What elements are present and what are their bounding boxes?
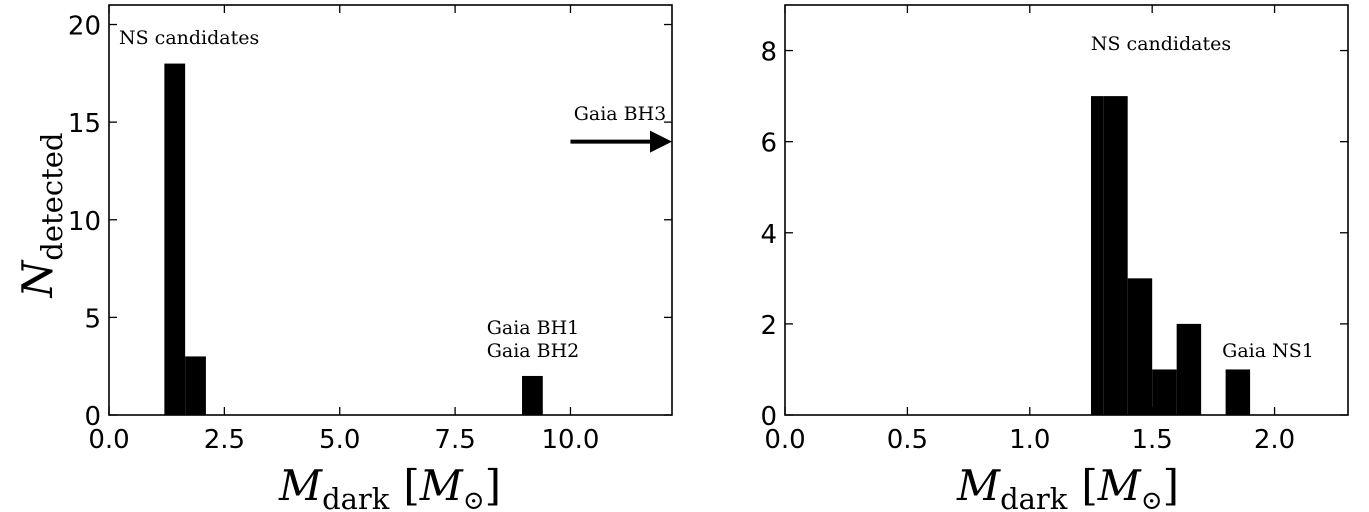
right-histogram-bar-1 bbox=[1103, 96, 1128, 415]
annotation-gaia-ns1: Gaia NS1 bbox=[1222, 340, 1314, 362]
right-y-tick-label: 8 bbox=[760, 38, 777, 68]
left-bars bbox=[164, 63, 543, 415]
y-axis-label-left: Ndetected bbox=[13, 133, 69, 299]
right-y-tick-label: 0 bbox=[760, 402, 777, 432]
left-y-tick-label: 0 bbox=[84, 402, 101, 432]
y-label-sub: detected bbox=[35, 133, 69, 261]
right-histogram-bar-0 bbox=[1090, 96, 1104, 415]
annotation-ns-candidates-left: NS candidates bbox=[119, 27, 259, 49]
right-histogram-panel: 0.0 0.5 1.0 1.5 2.0 0 2 4 6 8 NS candidates Gaia … bbox=[760, 4, 1349, 512]
right-y-tick-label: 6 bbox=[760, 129, 777, 159]
left-y-tick-label: 5 bbox=[84, 304, 101, 334]
right-bars bbox=[1090, 96, 1251, 415]
annotation-gaia-bh1: Gaia BH1 bbox=[487, 317, 580, 339]
left-x-tick-label: 5.0 bbox=[319, 425, 360, 455]
left-plot-frame bbox=[108, 4, 673, 416]
left-y-tick-label: 15 bbox=[68, 109, 101, 139]
left-x-tick-label: 2.5 bbox=[204, 425, 245, 455]
x-label-unit-sub: ⊙ bbox=[463, 486, 485, 512]
x-label-sub: dark bbox=[322, 482, 390, 512]
left-ticks: 0.0 2.5 5.0 7.5 10.0 0 5 10 15 20 bbox=[68, 5, 672, 455]
x-label-main: M bbox=[956, 461, 1001, 510]
left-histogram-bar-1 bbox=[185, 356, 206, 415]
left-histogram-bar-2 bbox=[522, 375, 543, 415]
x-label-unit: M bbox=[1097, 461, 1142, 510]
left-y-tick-label: 20 bbox=[68, 12, 101, 42]
x-label-unit: M bbox=[419, 461, 464, 510]
right-y-tick-label: 4 bbox=[760, 220, 777, 250]
right-x-tick-label: 1.5 bbox=[1131, 425, 1172, 455]
right-plot-frame bbox=[784, 4, 1349, 416]
left-y-tick-label: 10 bbox=[68, 207, 101, 237]
left-x-tick-label: 7.5 bbox=[434, 425, 475, 455]
left-x-tick-label: 0.0 bbox=[88, 425, 129, 455]
right-histogram-bar-5 bbox=[1225, 369, 1251, 415]
right-ticks: 0.0 0.5 1.0 1.5 2.0 0 2 4 6 8 bbox=[760, 5, 1348, 455]
right-x-tick-label: 1.0 bbox=[1009, 425, 1050, 455]
left-histogram-bar-0 bbox=[164, 63, 186, 415]
right-x-tick-label: 0.0 bbox=[764, 425, 805, 455]
right-x-tick-label: 2.0 bbox=[1254, 425, 1295, 455]
x-label-sub: dark bbox=[1000, 482, 1068, 512]
gaia-bh3-arrow-head bbox=[650, 130, 672, 153]
right-histogram-bar-3 bbox=[1152, 369, 1177, 415]
annotation-ns-candidates-right: NS candidates bbox=[1091, 33, 1231, 55]
right-histogram-bar-4 bbox=[1176, 323, 1202, 415]
x-label-main: M bbox=[278, 461, 323, 510]
x-axis-label-right: Mdark [M⊙] bbox=[956, 461, 1179, 512]
right-y-tick-label: 2 bbox=[760, 311, 777, 341]
x-axis-label-left: Mdark [M⊙] bbox=[278, 461, 501, 512]
x-label-unit-sub: ⊙ bbox=[1141, 486, 1163, 512]
left-histogram-panel: 0.0 2.5 5.0 7.5 10.0 0 5 10 15 20 NS candidates G… bbox=[13, 4, 673, 512]
right-x-tick-label: 0.5 bbox=[887, 425, 928, 455]
y-label-main: N bbox=[13, 259, 62, 298]
left-x-tick-label: 10.0 bbox=[542, 425, 600, 455]
right-histogram-bar-2 bbox=[1127, 278, 1153, 415]
annotation-gaia-bh2: Gaia BH2 bbox=[487, 340, 580, 362]
annotation-gaia-bh3: Gaia BH3 bbox=[574, 103, 667, 125]
